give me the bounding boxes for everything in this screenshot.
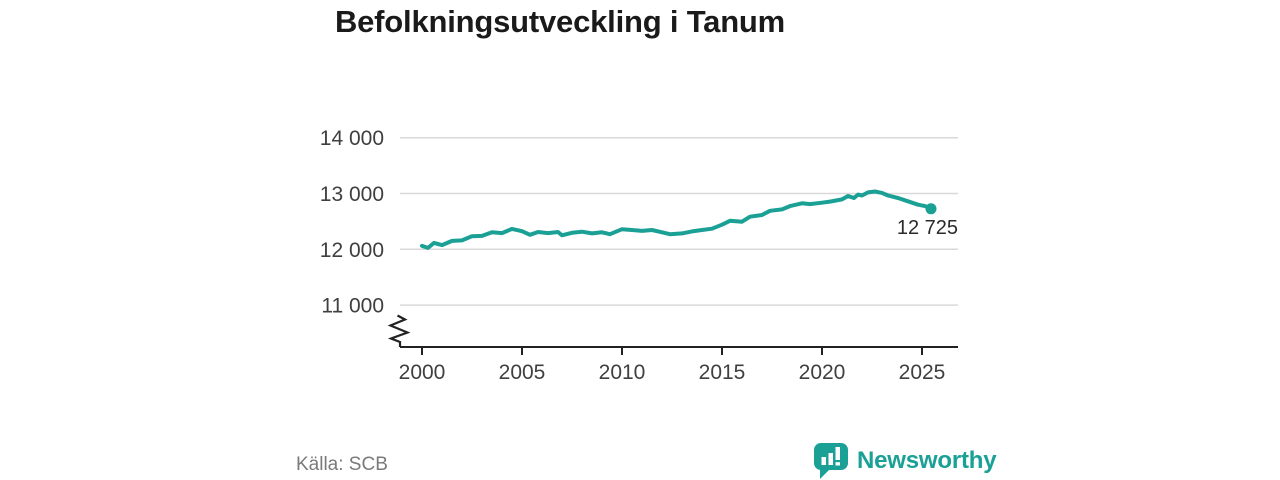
source-label: Källa: SCB xyxy=(296,454,388,475)
x-tick-label: 2015 xyxy=(699,361,746,384)
page-title: Befolkningsutveckling i Tanum xyxy=(334,4,786,39)
y-tick-label: 11 000 xyxy=(321,295,384,318)
brand-logo: Newsworthy xyxy=(813,442,997,479)
y-tick-label: 13 000 xyxy=(320,183,384,206)
x-tick-label: 2025 xyxy=(899,361,946,384)
brand-name: Newsworthy xyxy=(857,446,997,474)
newsworthy-speech-bubble-chart-icon xyxy=(814,443,848,479)
x-tick-label: 2010 xyxy=(599,361,646,384)
line-end-dot xyxy=(925,203,937,215)
axis-break-zigzag-icon xyxy=(387,314,411,347)
x-tick-label: 2000 xyxy=(399,361,446,384)
y-tick-label: 12 000 xyxy=(320,239,384,262)
population-line-series xyxy=(420,189,933,250)
x-tick-label: 2005 xyxy=(499,361,546,384)
population-line-chart: 14 000 13 000 12 000 11 000 2000 2005 2010 2015… xyxy=(320,127,958,384)
end-value-label: 12 725 xyxy=(897,217,958,239)
y-tick-label: 14 000 xyxy=(320,127,384,150)
x-tick-label: 2020 xyxy=(799,361,846,384)
